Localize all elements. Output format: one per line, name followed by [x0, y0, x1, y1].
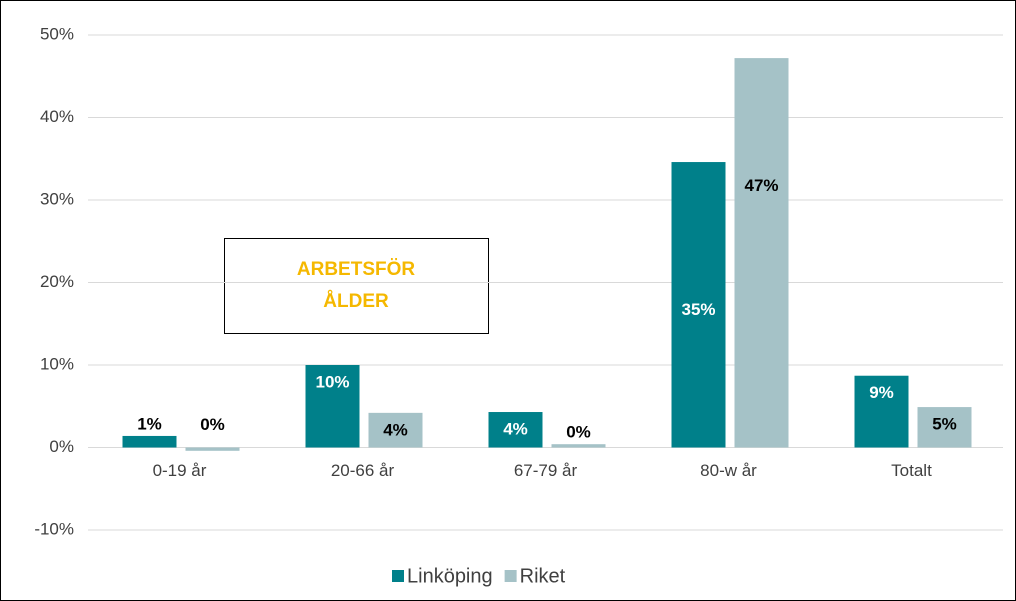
bar: [671, 162, 726, 448]
data-label: 0%: [200, 415, 225, 434]
y-tick-label: -10%: [34, 519, 74, 538]
bar: [185, 447, 240, 451]
annotation: ARBETSFÖR: [297, 259, 416, 280]
y-tick-label: 50%: [40, 24, 74, 43]
y-tick-label: 10%: [40, 354, 74, 373]
bar: [854, 375, 909, 448]
data-label: 4%: [503, 420, 528, 439]
bar: [122, 435, 177, 448]
bar: [917, 407, 972, 448]
bar: [488, 412, 543, 448]
y-tick-label: 30%: [40, 189, 74, 208]
y-tick-label: 0%: [49, 437, 74, 456]
legend-label: Linköping: [407, 565, 493, 587]
data-label: 4%: [383, 420, 408, 439]
legend-label: Riket: [520, 565, 566, 587]
data-label: 0%: [566, 423, 591, 442]
legend-swatch: [504, 570, 517, 582]
legend-swatch: [392, 570, 404, 582]
data-label: 47%: [744, 176, 778, 195]
data-label: 5%: [932, 415, 957, 434]
data-label: 10%: [315, 372, 349, 391]
data-label: 1%: [137, 414, 162, 433]
x-tick-label: 80-w år: [700, 461, 757, 480]
x-tick-label: 20-66 år: [331, 461, 395, 480]
bar: [734, 58, 789, 448]
annotation-box: [224, 238, 489, 334]
data-label: 9%: [869, 383, 894, 402]
x-tick-label: Totalt: [891, 461, 932, 480]
bar: [305, 365, 360, 448]
bar: [368, 412, 423, 448]
y-tick-label: 40%: [40, 107, 74, 126]
x-tick-label: 67-79 år: [514, 461, 578, 480]
y-tick-label: 20%: [40, 272, 74, 291]
x-tick-label: 0-19 år: [153, 461, 207, 480]
data-label: 35%: [681, 300, 715, 319]
bar: [551, 444, 606, 448]
annotation: ÅLDER: [323, 291, 389, 312]
